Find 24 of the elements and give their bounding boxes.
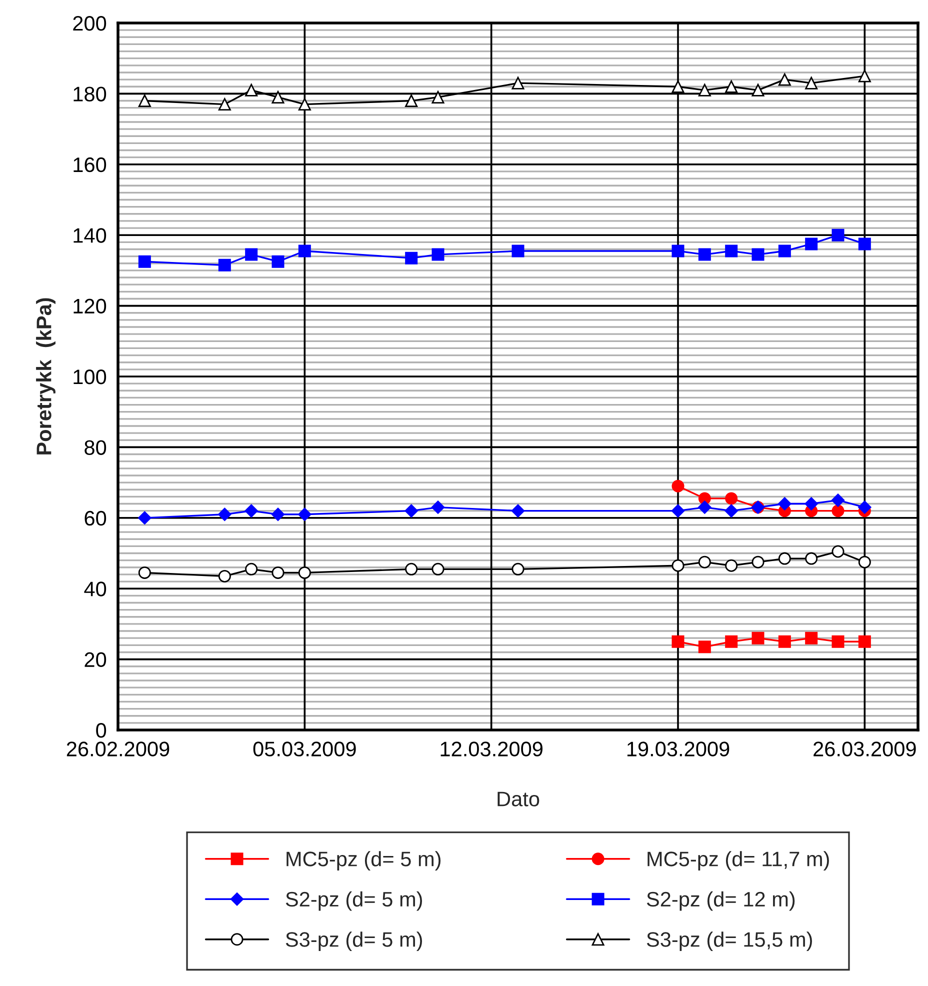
y-tick-label: 0: [96, 723, 106, 738]
x-tick-label: 26.03.2009: [814, 742, 916, 756]
y-tick-label: 200: [73, 16, 106, 31]
legend-label: S2-pz (d= 5 m): [286, 891, 422, 911]
x-tick-label: 19.03.2009: [627, 742, 730, 756]
legend-label: S2-pz (d= 12 m): [646, 891, 795, 911]
y-tick-label: 40: [84, 582, 106, 596]
y-tick-label: 80: [84, 440, 106, 455]
x-tick-label: 12.03.2009: [440, 742, 542, 756]
y-tick-label: 60: [84, 510, 106, 526]
y-tick-label: 20: [84, 652, 106, 668]
x-tick-label: 26.02.2009: [66, 742, 170, 756]
x-tick-label: 05.03.2009: [253, 742, 356, 756]
legend-label: S3-pz (d= 5 m): [286, 932, 422, 952]
y-axis-title: Poretrykk (kPa): [36, 298, 56, 454]
x-axis-title: Dato: [498, 792, 540, 806]
legend-label: MC5-pz (d= 11,7 m): [648, 851, 829, 870]
y-tick-label: 160: [74, 157, 106, 172]
y-tick-label: 120: [74, 298, 106, 314]
legend-label: S3-pz (d= 15,5 m): [646, 932, 812, 952]
y-tick-label: 140: [74, 228, 106, 243]
y-tick-label: 180: [74, 86, 106, 102]
y-tick-label: 100: [74, 370, 106, 384]
legend-label: MC5-pz (d= 5 m): [286, 851, 441, 870]
